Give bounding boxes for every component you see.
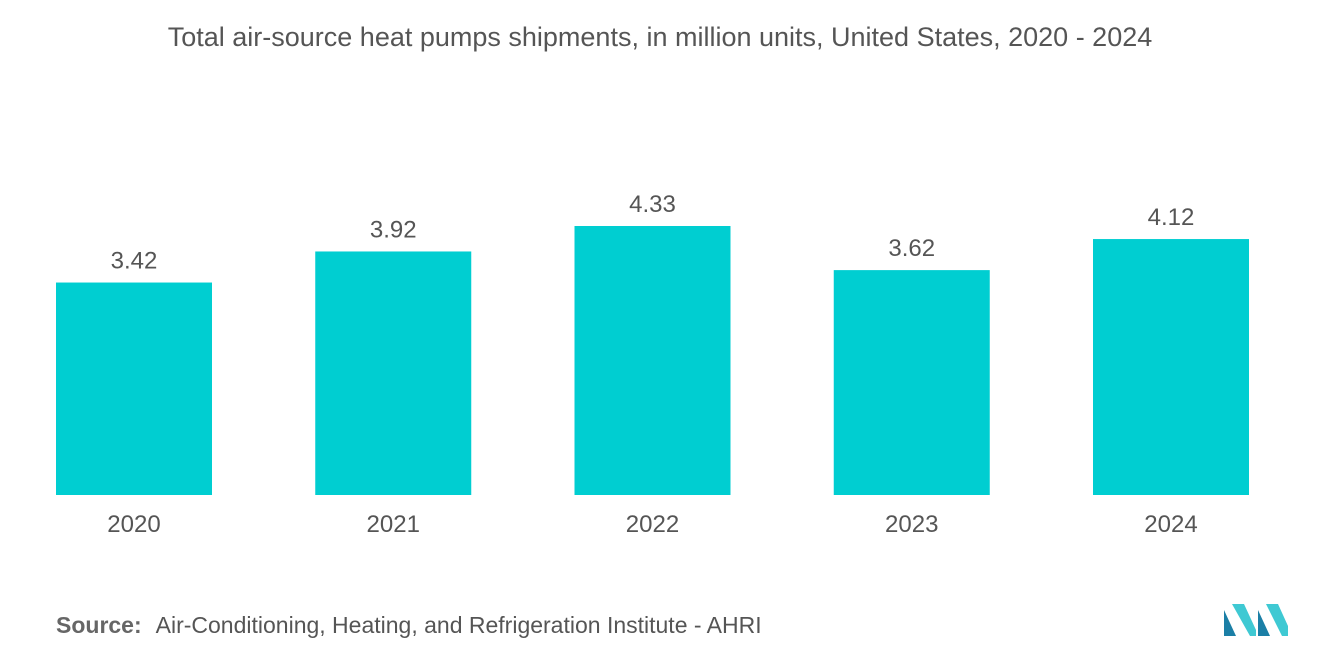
value-label-2021: 3.92 bbox=[370, 216, 417, 243]
value-label-2022: 4.33 bbox=[629, 191, 676, 218]
x-tick-label-2022: 2022 bbox=[626, 511, 679, 538]
bar-2023 bbox=[833, 270, 990, 495]
bar-2020 bbox=[56, 282, 212, 495]
source-note: Source: Air-Conditioning, Heating, and Re… bbox=[56, 612, 762, 639]
chart-title: Total air-source heat pumps shipments, i… bbox=[167, 22, 1153, 52]
bar-2021 bbox=[315, 251, 472, 495]
source-label: Source: bbox=[56, 612, 142, 638]
value-label-2020: 3.42 bbox=[111, 248, 158, 275]
mordor-intelligence-logo-icon bbox=[1224, 604, 1288, 636]
value-label-2023: 3.62 bbox=[888, 235, 935, 262]
x-tick-label-2020: 2020 bbox=[107, 511, 160, 538]
source-text: Air-Conditioning, Heating, and Refrigera… bbox=[155, 612, 762, 638]
bar-2022 bbox=[574, 226, 731, 495]
bar-chart: 3.42 2020 3.92 2021 4.33 2022 3.62 2023 4.12 2024 bbox=[56, 191, 1249, 538]
bar-2024 bbox=[1093, 239, 1249, 495]
x-tick-label-2021: 2021 bbox=[367, 511, 420, 538]
x-tick-label-2023: 2023 bbox=[885, 511, 938, 538]
x-tick-label-2024: 2024 bbox=[1144, 511, 1197, 538]
value-label-2024: 4.12 bbox=[1148, 204, 1195, 231]
